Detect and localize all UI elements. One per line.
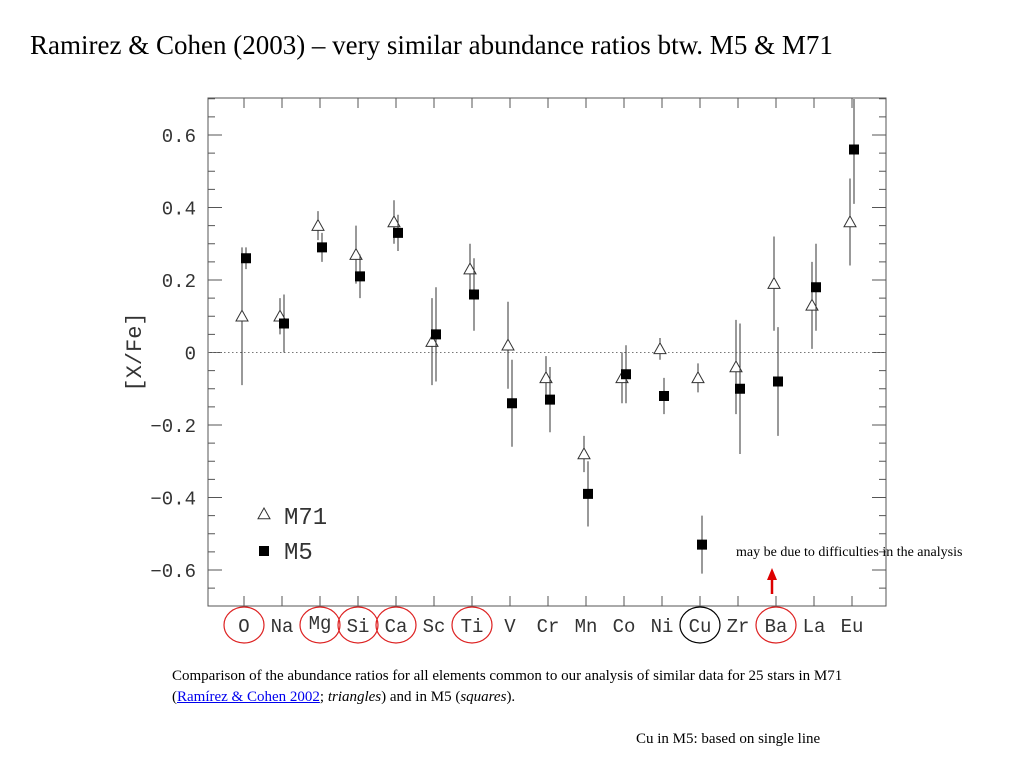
point-m5	[773, 376, 783, 387]
point-m71	[691, 370, 705, 384]
x-label-eu: Eu	[841, 616, 864, 638]
point-m71	[539, 370, 553, 384]
point-m5	[545, 394, 555, 405]
y-tick-label: 0.2	[162, 271, 196, 293]
point-m5	[431, 329, 441, 340]
point-m5	[583, 488, 593, 499]
y-tick-label: 0	[185, 344, 196, 366]
point-m5	[355, 271, 365, 282]
point-m71	[349, 247, 363, 260]
highlight-circle-si	[337, 606, 379, 644]
y-tick-label: 0.4	[162, 199, 196, 221]
annotation-text: may be due to difficulties in the analys…	[736, 545, 963, 560]
point-m5	[621, 369, 631, 380]
legend-marker-m5	[259, 546, 269, 556]
x-label-sc: Sc	[423, 616, 446, 638]
x-label-zr: Zr	[727, 616, 750, 638]
highlight-circle-cu	[679, 606, 721, 644]
point-m71	[463, 262, 477, 275]
point-m71	[805, 298, 819, 311]
point-m71	[729, 359, 743, 373]
y-tick-label: −0.2	[150, 416, 196, 438]
highlight-circle-ca	[375, 606, 417, 644]
point-m5	[697, 539, 707, 550]
point-m71	[577, 446, 591, 460]
x-label-cu: Cu	[689, 616, 712, 638]
x-label-mg: Mg	[309, 613, 332, 635]
highlight-circle-o	[223, 606, 265, 644]
caption-mid2: ) and in M5 (	[381, 689, 461, 705]
point-m71	[653, 341, 667, 355]
x-label-o: O	[238, 616, 249, 638]
y-tick-labels: −0.6 −0.4 −0.2 0 0.2 0.4 0.6	[150, 126, 196, 583]
point-m5	[317, 242, 327, 253]
footnote: Cu in M5: based on single line	[636, 731, 821, 747]
x-label-la: La	[803, 616, 826, 638]
x-label-co: Co	[613, 616, 636, 638]
point-m71	[501, 338, 515, 351]
point-m5	[469, 289, 479, 300]
point-m71	[311, 218, 325, 231]
caption-squares: squares	[460, 689, 507, 705]
highlight-circle-mg	[299, 606, 341, 644]
point-m71	[235, 309, 249, 322]
point-m71	[387, 214, 401, 228]
point-m71	[767, 276, 781, 289]
arrow-head	[767, 568, 777, 580]
x-category-labels: O Na Mg Si Ca Sc Ti V Cr Mn Co Ni Cu Zr Ba La Eu	[238, 613, 863, 638]
point-m71	[425, 334, 439, 347]
data-series	[235, 99, 859, 574]
x-label-ba: Ba	[765, 616, 788, 638]
point-m5	[507, 398, 517, 409]
element-highlights	[223, 606, 797, 644]
point-m5	[393, 227, 403, 238]
x-label-na: Na	[271, 616, 294, 638]
legend-marker-m71	[257, 506, 271, 520]
caption-end: ).	[506, 689, 516, 705]
axis-ticks	[208, 98, 886, 606]
y-tick-label: −0.6	[150, 561, 196, 583]
highlight-circle-ba	[755, 606, 797, 644]
x-label-ni: Ni	[651, 616, 674, 638]
y-axis-label: [X/Fe]	[123, 312, 148, 391]
legend-label-m71: M71	[284, 505, 327, 532]
y-tick-label: 0.6	[162, 126, 196, 148]
x-label-ca: Ca	[385, 616, 408, 638]
point-m5	[241, 253, 251, 264]
slide-title: Ramirez & Cohen (2003) – very similar ab…	[30, 30, 833, 60]
point-m5	[849, 144, 859, 155]
legend-label-m5: M5	[284, 540, 313, 567]
caption-pre: Comparison of the abundance ratios for a…	[172, 668, 843, 705]
x-label-cr: Cr	[537, 616, 560, 638]
caption-reference-link[interactable]: Ramírez & Cohen 2002	[177, 689, 320, 705]
point-m5	[279, 318, 289, 329]
x-label-ti: Ti	[461, 616, 484, 638]
x-label-v: V	[504, 616, 516, 638]
highlight-circle-ti	[451, 606, 493, 644]
caption-mid1: ;	[319, 689, 328, 705]
y-tick-label: −0.4	[150, 489, 196, 511]
point-m5	[811, 282, 821, 293]
caption-triangles: triangles	[327, 689, 382, 705]
point-m5	[659, 391, 669, 401]
figure-caption: Comparison of the abundance ratios for a…	[172, 666, 892, 708]
point-m71	[843, 214, 857, 228]
x-label-mn: Mn	[575, 616, 598, 638]
x-label-si: Si	[347, 616, 370, 638]
red-arrow	[767, 568, 777, 594]
point-m5	[735, 383, 745, 394]
